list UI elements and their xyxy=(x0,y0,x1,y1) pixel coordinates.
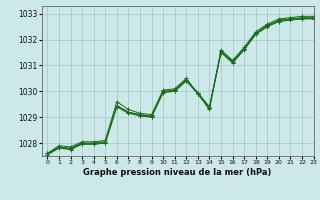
X-axis label: Graphe pression niveau de la mer (hPa): Graphe pression niveau de la mer (hPa) xyxy=(84,168,272,177)
